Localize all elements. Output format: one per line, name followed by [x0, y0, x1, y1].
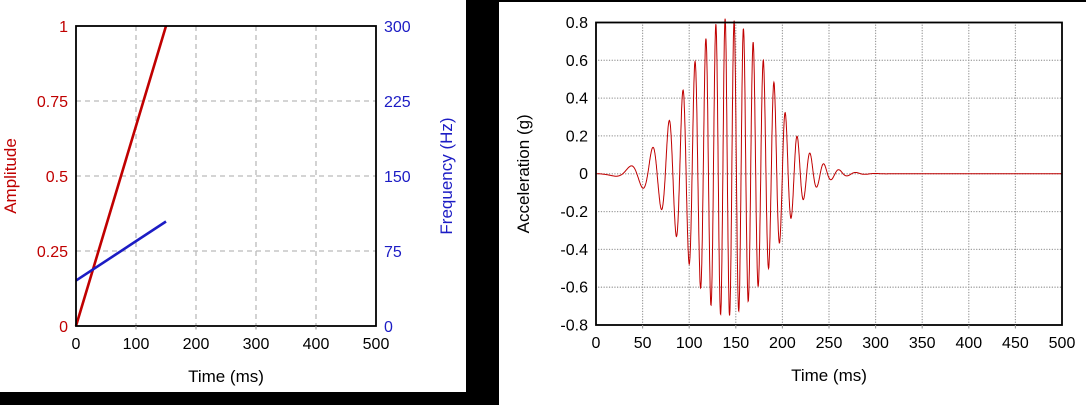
svg-text:0: 0 [592, 335, 601, 352]
svg-text:0.25: 0.25 [37, 244, 68, 261]
svg-text:Frequency (Hz): Frequency (Hz) [437, 117, 456, 234]
svg-text:-0.2: -0.2 [560, 204, 588, 221]
svg-text:500: 500 [363, 336, 390, 353]
svg-text:75: 75 [384, 244, 402, 261]
svg-text:0.4: 0.4 [566, 91, 588, 108]
svg-text:150: 150 [384, 169, 411, 186]
svg-text:250: 250 [816, 335, 843, 352]
svg-text:300: 300 [243, 336, 270, 353]
svg-text:500: 500 [1049, 335, 1076, 352]
svg-text:-0.4: -0.4 [560, 242, 588, 259]
svg-text:1: 1 [59, 19, 68, 36]
svg-text:200: 200 [183, 336, 210, 353]
svg-text:Amplitude: Amplitude [1, 138, 20, 214]
svg-text:150: 150 [722, 335, 749, 352]
svg-text:100: 100 [123, 336, 150, 353]
svg-text:225: 225 [384, 94, 411, 111]
svg-text:400: 400 [955, 335, 982, 352]
svg-text:0.8: 0.8 [566, 15, 588, 32]
svg-text:0.6: 0.6 [566, 53, 588, 70]
svg-text:50: 50 [634, 335, 652, 352]
svg-text:450: 450 [1002, 335, 1029, 352]
svg-text:0: 0 [579, 166, 588, 183]
svg-text:300: 300 [384, 19, 411, 36]
svg-text:0.5: 0.5 [46, 169, 68, 186]
svg-text:-0.6: -0.6 [560, 280, 588, 297]
svg-text:100: 100 [676, 335, 703, 352]
svg-text:0: 0 [384, 319, 393, 336]
svg-text:400: 400 [303, 336, 330, 353]
svg-text:300: 300 [862, 335, 889, 352]
svg-text:0: 0 [59, 319, 68, 336]
svg-text:0.75: 0.75 [37, 94, 68, 111]
svg-text:200: 200 [769, 335, 796, 352]
svg-text:Time (ms): Time (ms) [791, 366, 867, 385]
svg-text:0: 0 [72, 336, 81, 353]
svg-text:Acceleration (g): Acceleration (g) [514, 114, 533, 233]
svg-text:350: 350 [909, 335, 936, 352]
svg-text:0.2: 0.2 [566, 128, 588, 145]
svg-text:Time (ms): Time (ms) [188, 367, 264, 386]
svg-text:-0.8: -0.8 [560, 318, 588, 335]
